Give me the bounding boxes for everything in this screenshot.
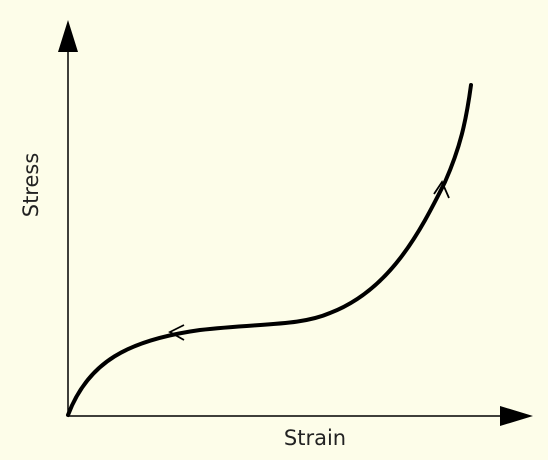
unloading-direction-arrow bbox=[168, 324, 185, 341]
y-axis-arrowhead bbox=[58, 20, 78, 52]
stress-strain-curve bbox=[66, 83, 473, 417]
y-axis-label: Stress bbox=[19, 153, 43, 218]
x-axis-label: Strain bbox=[284, 426, 346, 450]
loading-direction-arrow bbox=[433, 180, 450, 199]
x-axis-arrowhead bbox=[500, 406, 533, 426]
